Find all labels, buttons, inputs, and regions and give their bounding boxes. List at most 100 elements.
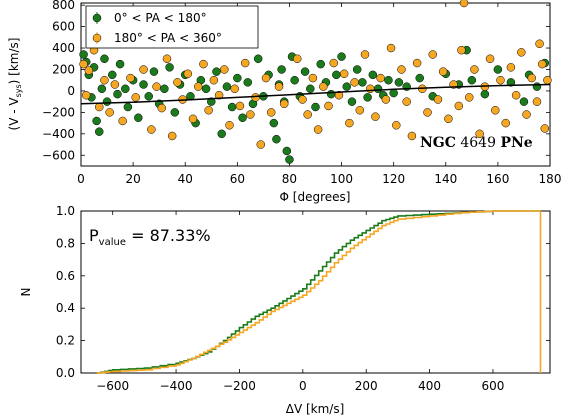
scatter-point-orange (126, 73, 135, 83)
scatter-point-green (113, 89, 122, 99)
cdf-x-tick-label: −400 (160, 379, 193, 393)
scatter-point-green (217, 129, 226, 139)
scatter-x-tick-label: 160 (486, 172, 509, 186)
scatter-point-orange (167, 131, 177, 141)
scatter-point-orange (402, 97, 411, 106)
scatter-point-orange (220, 65, 229, 74)
scatter-point-orange (251, 93, 260, 102)
scatter-point-orange (199, 59, 208, 69)
scatter-y-tick-label: 800 (52, 0, 75, 12)
scatter-point-orange (397, 65, 406, 74)
scatter-point-orange (274, 82, 284, 91)
scatter-point-orange (475, 129, 484, 139)
legend: 0° < PA < 180° 180° < PA < 360° (85, 5, 259, 49)
scatter-point-green (233, 73, 242, 83)
scatter-point-orange (298, 95, 307, 104)
scatter-point-orange (517, 48, 526, 57)
scatter-panel: 0 20 40 60 80 100 120 140 160 180 −600 −400 −200 0 200… (7, 0, 561, 204)
scatter-point-green (352, 65, 362, 74)
scatter-point-orange (506, 63, 516, 72)
cdf-y-tick-label: 0.6 (56, 269, 75, 283)
cdf-x-tick-label: 600 (482, 379, 505, 393)
scatter-point-orange (407, 131, 417, 141)
scatter-point-green (238, 113, 247, 122)
scatter-point-green (506, 78, 516, 87)
cdf-x-axis-label: ΔV [km/s] (286, 402, 345, 416)
scatter-point-green (332, 70, 341, 80)
scatter-point-green (493, 65, 503, 74)
scatter-point-green (227, 102, 237, 112)
scatter-y-tick-label: −200 (42, 105, 75, 119)
scatter-point-orange (459, 0, 469, 8)
scatter-point-orange (204, 105, 213, 115)
scatter-point-orange (279, 99, 289, 109)
scatter-point-orange (152, 82, 161, 91)
scatter-point-green (467, 75, 477, 85)
scatter-point-orange (266, 108, 276, 117)
scatter-point-green (282, 146, 292, 156)
scatter-x-tick-label: 40 (178, 172, 193, 186)
scatter-point-orange (355, 105, 365, 115)
scatter-point-green (300, 67, 310, 76)
scatter-point-orange (470, 65, 479, 74)
scatter-y-tick-label: −600 (42, 148, 75, 162)
scatter-point-orange (438, 67, 448, 76)
scatter-point-orange (230, 84, 239, 94)
scatter-point-green (384, 75, 393, 85)
scatter-point-green (277, 65, 286, 74)
scatter-point-orange (543, 75, 552, 85)
scatter-point-green (201, 84, 211, 94)
scatter-points (79, 0, 552, 164)
scatter-point-orange (537, 59, 547, 69)
scatter-x-tick-label: 180 (539, 172, 562, 186)
legend-box (85, 5, 259, 49)
legend-marker-orange (92, 33, 102, 43)
scatter-point-green (149, 67, 159, 76)
scatter-point-green (253, 54, 263, 64)
scatter-point-orange (371, 112, 380, 121)
scatter-y-tick-label: 600 (52, 20, 75, 34)
scatter-point-green (290, 75, 299, 85)
cdf-x-tick-label: 0 (299, 379, 307, 393)
scatter-point-green (394, 78, 404, 87)
scatter-point-green (97, 84, 107, 94)
scatter-point-orange (147, 125, 156, 134)
scatter-point-green (100, 54, 109, 64)
legend-label-orange: 180° < PA < 360° (114, 31, 222, 45)
scatter-point-orange (532, 97, 542, 106)
cdf-x-tick-label: 200 (355, 379, 378, 393)
scatter-point-orange (84, 66, 94, 75)
scatter-point-orange (303, 110, 312, 119)
cdf-line-green (96, 210, 541, 374)
scatter-point-orange (188, 114, 198, 124)
scatter-point-green (243, 78, 253, 87)
scatter-point-green (102, 97, 112, 106)
scatter-point-orange (444, 114, 453, 124)
scatter-point-green (123, 102, 133, 112)
scatter-point-green (144, 92, 153, 101)
cdf-plot-frame (80, 210, 551, 374)
scatter-point-orange (522, 110, 531, 119)
scatter-point-orange (225, 121, 234, 130)
scatter-x-axis-label: Φ [degrees] (280, 190, 351, 204)
scatter-x-tick-label: 60 (230, 172, 245, 186)
scatter-point-orange (118, 116, 127, 126)
scatter-point-green (92, 116, 101, 126)
scatter-point-orange (329, 58, 338, 68)
scatter-point-orange (464, 93, 474, 102)
scatter-point-orange (412, 58, 422, 68)
scatter-point-orange (313, 125, 323, 134)
cdf-y-axis-label: N (19, 288, 33, 297)
scatter-point-green (207, 97, 216, 106)
scatter-point-orange (386, 43, 396, 53)
cdf-y-tick-label: 0.0 (56, 366, 75, 380)
scatter-point-green (94, 127, 104, 136)
scatter-point-green (212, 67, 221, 76)
scatter-point-orange (214, 90, 224, 100)
scatter-point-green (532, 82, 542, 91)
scatter-point-orange (209, 75, 219, 85)
scatter-point-green (165, 63, 174, 72)
scatter-point-orange (308, 73, 318, 83)
scatter-point-orange (485, 54, 495, 64)
